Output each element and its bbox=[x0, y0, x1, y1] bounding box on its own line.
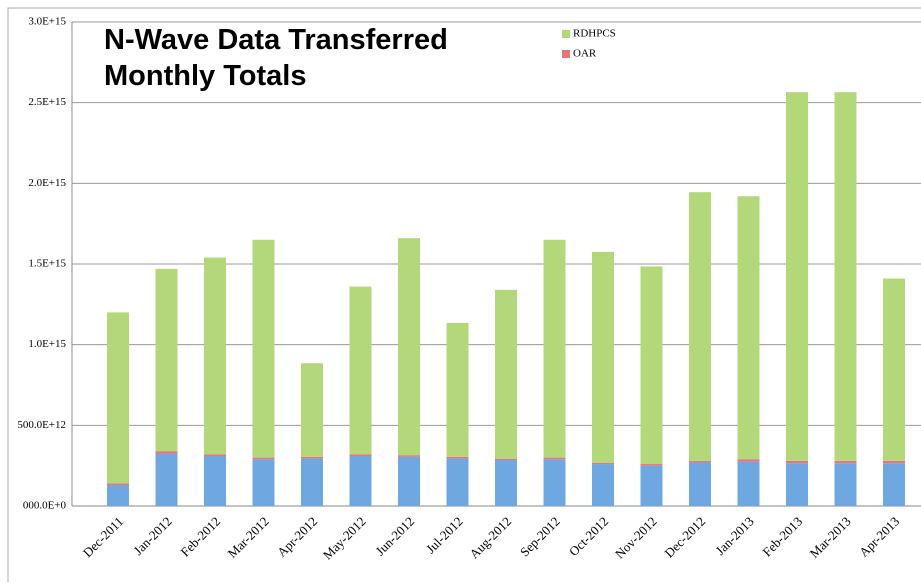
bar-segment bbox=[155, 451, 178, 454]
bar-segment bbox=[107, 485, 129, 506]
bar-segment bbox=[883, 460, 905, 464]
y-tick-label: 2.0E+15 bbox=[28, 177, 66, 189]
bar-segment bbox=[204, 257, 226, 455]
bar-segment bbox=[349, 455, 372, 506]
bar-segment bbox=[689, 192, 711, 461]
bar-segment bbox=[301, 458, 323, 506]
bar-segment bbox=[495, 458, 517, 461]
legend-label: RDHPCS bbox=[573, 28, 616, 40]
bar-segment bbox=[786, 460, 808, 464]
bar-segment bbox=[398, 455, 420, 457]
bar-segment bbox=[883, 463, 905, 506]
bar-segment bbox=[689, 460, 711, 463]
y-tick-label: 2.5E+15 bbox=[28, 96, 66, 108]
bar-segment bbox=[349, 454, 372, 456]
bar-segment bbox=[640, 465, 663, 506]
bar-segment bbox=[301, 456, 323, 459]
bar-segment bbox=[252, 239, 275, 458]
bar-segment bbox=[834, 92, 857, 461]
bar-segment bbox=[204, 454, 226, 456]
bar-segment bbox=[543, 459, 566, 506]
bar-segment bbox=[689, 462, 711, 506]
bar-segment bbox=[543, 239, 566, 458]
bar-segment bbox=[786, 463, 808, 506]
bar-segment bbox=[640, 266, 663, 465]
bar-segment bbox=[640, 464, 663, 466]
bar-segment bbox=[737, 196, 760, 460]
bar-segment bbox=[301, 363, 323, 457]
bar-segment bbox=[398, 238, 420, 456]
y-tick-label: 3.0E+15 bbox=[28, 16, 66, 28]
chart-title: N-Wave Data Transferred Monthly Totals bbox=[104, 24, 448, 92]
bar-segment bbox=[592, 462, 614, 465]
y-tick-label: 000.0E+0 bbox=[23, 500, 67, 512]
bar-segment bbox=[349, 286, 372, 455]
bar-segment bbox=[786, 92, 808, 461]
legend-swatch bbox=[562, 30, 570, 38]
bar-segment bbox=[737, 459, 760, 462]
bar-segment bbox=[446, 322, 469, 457]
y-tick-label: 1.5E+15 bbox=[28, 258, 66, 270]
bar-segment bbox=[252, 457, 275, 460]
bar-segment bbox=[834, 460, 857, 464]
bar-segment bbox=[155, 453, 178, 506]
bar-segment bbox=[592, 464, 614, 506]
bar-segment bbox=[107, 483, 129, 486]
bar-segment bbox=[495, 289, 517, 459]
bar-segment bbox=[834, 463, 857, 506]
bar-segment bbox=[204, 455, 226, 506]
bar-segment bbox=[446, 458, 469, 506]
bar-segment bbox=[495, 460, 517, 506]
legend-swatch bbox=[562, 50, 570, 58]
bar-segment bbox=[398, 456, 420, 506]
bar-segment bbox=[107, 312, 129, 484]
bar-segment bbox=[446, 456, 469, 459]
bar-segment bbox=[155, 268, 178, 452]
bar-segment bbox=[543, 457, 566, 460]
bar-segment bbox=[737, 461, 760, 506]
y-tick-label: 1.0E+15 bbox=[28, 338, 66, 350]
bar-segment bbox=[592, 251, 614, 463]
legend-label: OAR bbox=[573, 48, 597, 60]
y-tick-label: 500.0E+12 bbox=[17, 419, 66, 431]
bar-segment bbox=[252, 459, 275, 506]
bar-segment bbox=[883, 278, 905, 461]
